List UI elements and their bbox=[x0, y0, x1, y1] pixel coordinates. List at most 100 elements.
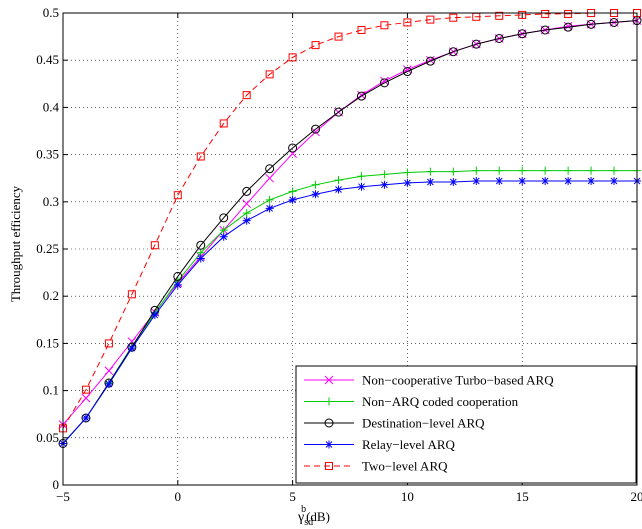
tick-labels: −5 0 5 10 15 2000.050.10.150.20.250.30.350.40… bbox=[36, 5, 642, 504]
y-axis-label: Throughput efficiency bbox=[8, 185, 23, 302]
legend-marker bbox=[324, 418, 334, 428]
grid-lines bbox=[63, 13, 637, 485]
data-point bbox=[403, 18, 412, 27]
data-point bbox=[219, 213, 229, 223]
data-point bbox=[426, 177, 435, 186]
data-point bbox=[449, 177, 458, 186]
series-line bbox=[62, 12, 637, 429]
data-point bbox=[586, 19, 596, 29]
data-point bbox=[242, 186, 252, 196]
legend-label: Two−level ARQ bbox=[362, 459, 448, 474]
x-tick-label: 20 bbox=[631, 489, 642, 504]
data-point bbox=[265, 204, 274, 213]
data-point bbox=[380, 21, 389, 30]
legend-label: Non−ARQ coded cooperation bbox=[362, 394, 519, 409]
data-point bbox=[495, 11, 504, 20]
data-point bbox=[288, 53, 297, 62]
data-point bbox=[196, 152, 205, 161]
data-point bbox=[356, 91, 366, 101]
data-point bbox=[587, 177, 596, 186]
data-point bbox=[380, 76, 389, 86]
data-point bbox=[219, 119, 228, 128]
data-point bbox=[104, 339, 113, 348]
data-point bbox=[425, 56, 435, 66]
data-point bbox=[265, 70, 274, 79]
legend-box bbox=[295, 365, 637, 484]
data-point bbox=[127, 344, 136, 353]
data-point bbox=[357, 25, 366, 34]
data-point bbox=[449, 167, 458, 176]
data-point bbox=[104, 379, 113, 388]
data-point bbox=[494, 33, 504, 43]
data-point bbox=[379, 78, 389, 88]
x-axis-label-sub: sd bbox=[304, 517, 313, 528]
y-tick-label: 0.2 bbox=[43, 288, 59, 303]
x-axis-label: γsd b(dB) bbox=[297, 504, 330, 528]
data-point bbox=[265, 195, 274, 204]
legend-entry: Non−cooperative Turbo−based ARQ bbox=[304, 373, 554, 388]
data-point bbox=[518, 10, 527, 19]
data-point bbox=[311, 180, 320, 189]
series-5 bbox=[59, 9, 641, 433]
data-point bbox=[311, 124, 321, 134]
data-point bbox=[518, 177, 527, 186]
legend-marker bbox=[325, 397, 333, 406]
data-point bbox=[127, 290, 136, 299]
legend-marker bbox=[325, 440, 333, 449]
x-axis-label-sup: b bbox=[301, 504, 306, 515]
x-tick-label: 15 bbox=[516, 489, 529, 504]
data-point bbox=[288, 143, 298, 153]
data-point bbox=[564, 177, 573, 186]
data-point bbox=[610, 166, 619, 175]
data-point bbox=[541, 177, 550, 186]
data-point bbox=[518, 166, 527, 175]
y-tick-label: 0.45 bbox=[36, 52, 59, 67]
legend-marker bbox=[324, 375, 334, 385]
legend-entry: Two−level ARQ bbox=[304, 459, 448, 474]
data-point bbox=[610, 177, 619, 186]
data-point bbox=[357, 182, 366, 191]
data-point bbox=[104, 366, 114, 376]
data-point bbox=[219, 232, 228, 241]
data-point bbox=[288, 187, 297, 196]
data-point bbox=[242, 209, 251, 218]
data-point bbox=[564, 166, 573, 175]
data-point bbox=[173, 271, 183, 281]
data-point bbox=[495, 177, 504, 186]
data-point bbox=[540, 25, 550, 35]
data-point bbox=[448, 47, 458, 57]
data-point bbox=[242, 216, 251, 225]
data-point bbox=[334, 32, 343, 41]
y-tick-label: 0 bbox=[53, 477, 60, 492]
x-axis-label-unit: (dB) bbox=[306, 509, 330, 524]
x-tick-label: 5 bbox=[289, 489, 296, 504]
data-point bbox=[334, 176, 343, 185]
data-point bbox=[196, 240, 206, 250]
data-point bbox=[471, 39, 481, 49]
x-tick-label: 0 bbox=[175, 489, 182, 504]
data-point bbox=[311, 127, 320, 137]
data-point bbox=[265, 164, 275, 174]
data-point bbox=[426, 15, 435, 24]
data-point bbox=[265, 173, 274, 183]
legend-label: Destination−level ARQ bbox=[362, 416, 485, 431]
data-point bbox=[242, 91, 251, 100]
legend-label: Non−cooperative Turbo−based ARQ bbox=[362, 373, 554, 388]
data-point bbox=[541, 9, 550, 18]
y-tick-label: 0.4 bbox=[43, 99, 60, 114]
y-tick-label: 0.5 bbox=[43, 5, 59, 20]
legend-entry: Destination−level ARQ bbox=[304, 416, 485, 431]
y-tick-label: 0.25 bbox=[36, 241, 59, 256]
series-2 bbox=[59, 166, 641, 448]
series-line bbox=[62, 20, 638, 425]
data-point bbox=[288, 195, 297, 204]
data-point bbox=[564, 9, 573, 18]
data-point bbox=[357, 172, 366, 181]
data-point bbox=[173, 191, 182, 200]
legend-entry: Relay−level ARQ bbox=[304, 437, 456, 452]
data-point bbox=[449, 13, 458, 22]
y-tick-label: 0.15 bbox=[36, 335, 59, 350]
y-tick-label: 0.1 bbox=[43, 383, 59, 398]
legend-label: Relay−level ARQ bbox=[362, 437, 456, 452]
